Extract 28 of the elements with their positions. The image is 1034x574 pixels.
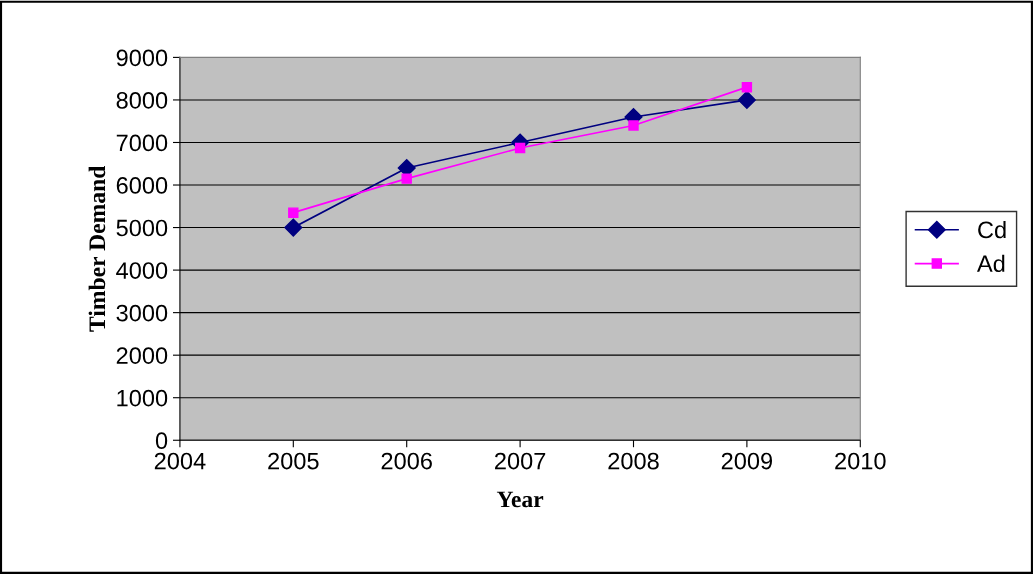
- legend-label: Cd: [978, 220, 1006, 239]
- x-tick-label: 2008: [608, 452, 659, 470]
- y-tick-label: 8000: [116, 92, 168, 109]
- y-tick-label: 1000: [117, 389, 168, 407]
- point: [288, 207, 299, 218]
- y-tick-label: 5000: [116, 219, 168, 237]
- point: [514, 142, 526, 154]
- x-tick-label: 2010: [835, 452, 886, 470]
- legend-label: Ad: [976, 254, 1005, 273]
- x-tick-label: 2005: [268, 452, 319, 470]
- point: [741, 81, 753, 93]
- point: [737, 90, 756, 109]
- x-tick-label: 2004: [154, 452, 206, 470]
- y-tick-label: 2000: [116, 347, 168, 364]
- y-tick-label: 0: [155, 432, 168, 450]
- x-axis-title: Year: [496, 491, 544, 508]
- y-tick-label: 7000: [116, 134, 168, 152]
- x-tick-label: 2009: [721, 452, 773, 470]
- y-tick-label: 6000: [116, 177, 168, 194]
- y-tick-label: 3000: [116, 304, 168, 322]
- point: [401, 173, 412, 184]
- point: [284, 218, 303, 237]
- y-axis-title: Timber Demand: [88, 165, 106, 332]
- y-tick-label: 9000: [116, 49, 168, 67]
- x-tick-label: 2007: [495, 452, 546, 470]
- y-tick-label: 4000: [116, 262, 168, 279]
- x-tick-label: 2006: [381, 452, 432, 470]
- point: [628, 120, 639, 131]
